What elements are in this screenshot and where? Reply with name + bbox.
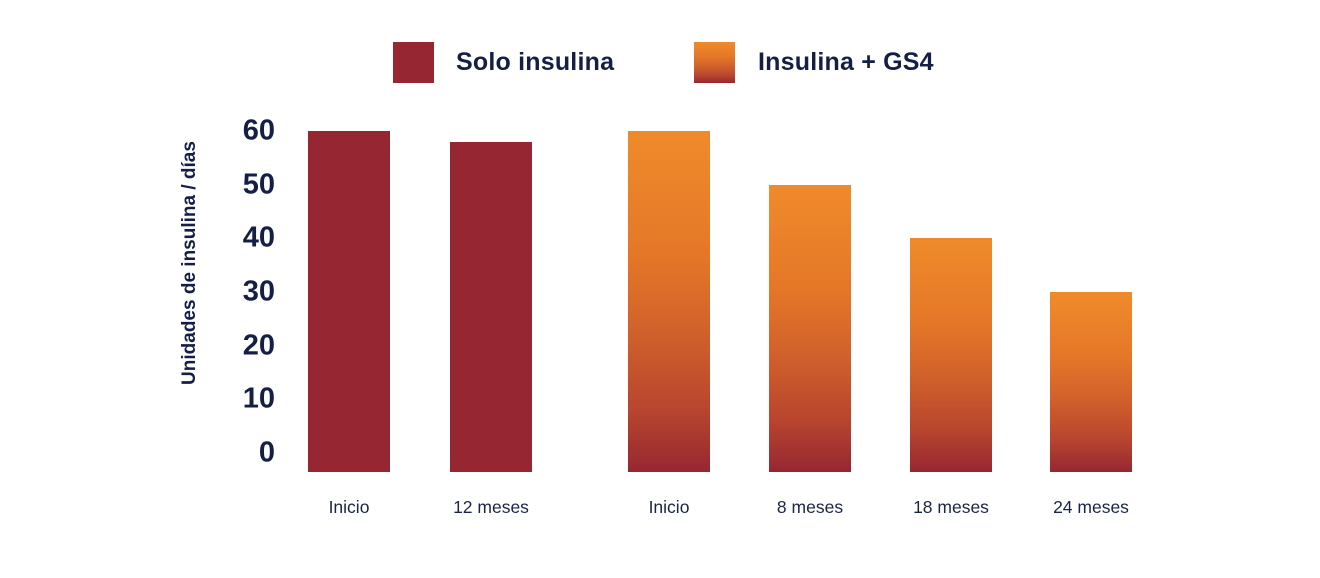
bar-insulina-gs4-18-meses: [910, 238, 992, 472]
bar-insulina-gs4-inicio: [628, 130, 710, 472]
legend-label-insulina-gs4: Insulina + GS4: [758, 48, 934, 76]
x-category-label: Inicio: [328, 497, 370, 517]
legend-item-solo-insulina: Solo insulina: [393, 42, 614, 83]
y-axis-title: Unidades de insulina / días: [179, 141, 200, 385]
x-category-label: 24 meses: [1053, 497, 1129, 517]
x-category-label: 18 meses: [913, 497, 989, 517]
y-tick-label: 30: [242, 275, 275, 308]
y-tick-label: 60: [242, 114, 275, 147]
y-tick-label: 0: [258, 436, 275, 469]
legend-label-solo-insulina: Solo insulina: [456, 48, 615, 76]
y-tick-label: 20: [242, 329, 275, 362]
y-tick-label: 40: [242, 221, 275, 254]
bar-insulina-gs4-24-meses: [1050, 291, 1132, 472]
y-tick-label: 10: [242, 382, 275, 415]
x-category-label: Inicio: [648, 497, 690, 517]
legend-swatch-solo-insulina: [393, 42, 434, 83]
x-category-label: 12 meses: [453, 497, 529, 517]
legend-swatch-insulina-gs4: [694, 42, 735, 83]
legend-item-insulina-gs4: Insulina + GS4: [694, 42, 934, 83]
bar-solo-insulina-12-meses: [450, 141, 532, 472]
bar-solo-insulina-inicio: [308, 130, 390, 472]
y-tick-label: 50: [242, 168, 275, 201]
bar-insulina-gs4-8-meses: [769, 184, 851, 472]
x-category-label: 8 meses: [776, 497, 844, 517]
